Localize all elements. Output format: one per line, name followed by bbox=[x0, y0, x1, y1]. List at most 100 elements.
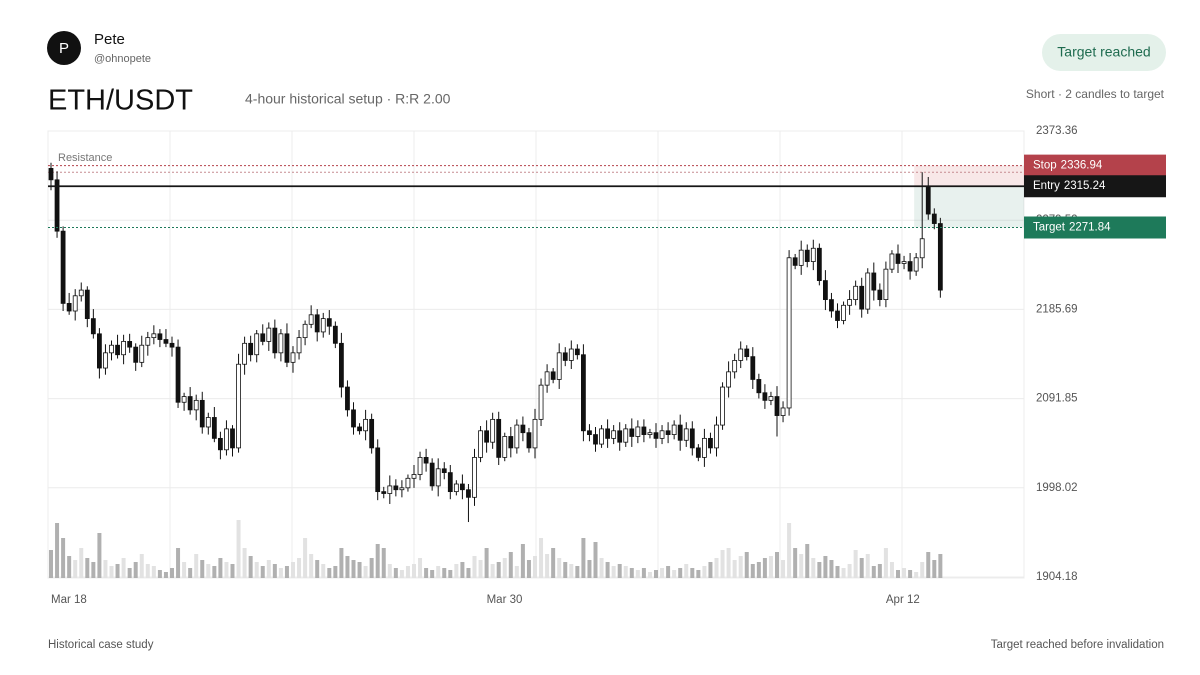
x-tick-label: Apr 12 bbox=[886, 594, 920, 606]
candle-body bbox=[78, 289, 84, 297]
volume-bar bbox=[593, 542, 598, 578]
candle-body bbox=[871, 272, 877, 291]
candle-body bbox=[665, 430, 671, 435]
candle-body bbox=[472, 456, 477, 498]
volume-bar bbox=[357, 562, 362, 578]
volume-bar bbox=[151, 566, 156, 578]
candle-body bbox=[163, 339, 169, 344]
volume-bar bbox=[236, 520, 241, 578]
candle-body bbox=[750, 356, 756, 380]
candle-body bbox=[296, 337, 302, 354]
user-handle: @ohnopete bbox=[94, 53, 151, 65]
candle-body bbox=[853, 285, 859, 300]
candle-body bbox=[877, 289, 883, 300]
volume-bar bbox=[194, 554, 199, 578]
candle-body bbox=[399, 487, 405, 491]
candle-body bbox=[919, 238, 925, 259]
volume-bar bbox=[557, 558, 562, 578]
volume-bar bbox=[230, 564, 235, 578]
volume-bar bbox=[871, 566, 876, 578]
volume-bar bbox=[466, 568, 471, 578]
candle-body bbox=[847, 299, 852, 306]
volume-bar bbox=[853, 550, 858, 578]
volume-bar bbox=[176, 548, 181, 578]
level-value: 2271.84 bbox=[1069, 222, 1111, 234]
volume-bar bbox=[369, 558, 374, 578]
volume-bar bbox=[732, 560, 737, 578]
volume-bar bbox=[768, 556, 773, 578]
volume-bar bbox=[635, 570, 640, 578]
status-badge bbox=[1042, 34, 1166, 71]
candle-body bbox=[405, 477, 411, 489]
footer-left: Historical case study bbox=[48, 639, 154, 651]
candle-body bbox=[587, 430, 592, 435]
volume-bar bbox=[321, 564, 326, 578]
candle-body bbox=[671, 424, 677, 435]
volume-bar bbox=[418, 558, 423, 578]
level-value: 2315.24 bbox=[1064, 180, 1106, 192]
volume-bar bbox=[877, 564, 882, 578]
candle-body bbox=[326, 318, 332, 327]
volume-bar bbox=[484, 548, 489, 578]
volume-bar bbox=[738, 556, 743, 578]
volume-bar bbox=[381, 548, 386, 578]
candle-body bbox=[157, 333, 163, 340]
volume-bar bbox=[920, 562, 925, 578]
level-value: 2336.94 bbox=[1061, 160, 1103, 172]
candle-body bbox=[447, 472, 453, 493]
volume-bar bbox=[563, 562, 568, 578]
candle-body bbox=[103, 352, 108, 369]
candle-body bbox=[641, 426, 647, 435]
volume-bar bbox=[79, 548, 84, 578]
candle-body bbox=[139, 344, 145, 363]
volume-bar bbox=[520, 544, 525, 578]
candle-body bbox=[193, 399, 199, 411]
candle-body bbox=[726, 371, 731, 388]
candle-body bbox=[459, 483, 465, 491]
volume-bar bbox=[508, 552, 513, 578]
volume-bar bbox=[206, 564, 211, 578]
volume-bar bbox=[720, 550, 725, 578]
status-badge-text: Target reached bbox=[1057, 44, 1150, 60]
volume-bar bbox=[787, 523, 792, 578]
volume-bar bbox=[345, 556, 350, 578]
candle-body bbox=[720, 386, 725, 426]
candle-body bbox=[562, 352, 568, 361]
volume-bar bbox=[454, 564, 459, 578]
volume-bar bbox=[490, 564, 495, 578]
volume-bar bbox=[623, 566, 628, 578]
volume-bar bbox=[55, 523, 60, 578]
volume-bar bbox=[533, 556, 537, 578]
candle-body bbox=[90, 318, 96, 335]
volume-bar bbox=[49, 550, 53, 578]
volume-bar bbox=[121, 558, 126, 578]
level-tag bbox=[1024, 175, 1166, 198]
volume-bar bbox=[496, 562, 501, 578]
volume-bar bbox=[242, 548, 247, 578]
candle-body bbox=[774, 396, 780, 416]
candle-body bbox=[224, 428, 229, 451]
candle-body bbox=[496, 418, 502, 458]
candle-body bbox=[659, 430, 665, 439]
volume-bar bbox=[708, 562, 713, 578]
volume-bar bbox=[351, 560, 356, 578]
candle-body bbox=[417, 456, 423, 475]
volume-bar bbox=[696, 570, 701, 578]
volume-bar bbox=[756, 562, 761, 578]
volume-bar bbox=[647, 572, 652, 578]
candle-body bbox=[556, 352, 562, 380]
volume-bar bbox=[902, 568, 907, 578]
candle-body bbox=[320, 318, 326, 333]
candle-body bbox=[599, 428, 604, 445]
candle-body bbox=[466, 489, 471, 498]
volume-bar bbox=[405, 566, 410, 578]
candle-body bbox=[738, 348, 744, 361]
candle-body bbox=[714, 424, 719, 449]
volume-bar bbox=[883, 548, 888, 578]
candle-body bbox=[901, 261, 907, 264]
candle-body bbox=[484, 430, 490, 443]
candle-body bbox=[780, 407, 786, 416]
volume-bar bbox=[847, 564, 852, 578]
volume-bar bbox=[375, 544, 380, 578]
volume-bar bbox=[412, 564, 416, 578]
